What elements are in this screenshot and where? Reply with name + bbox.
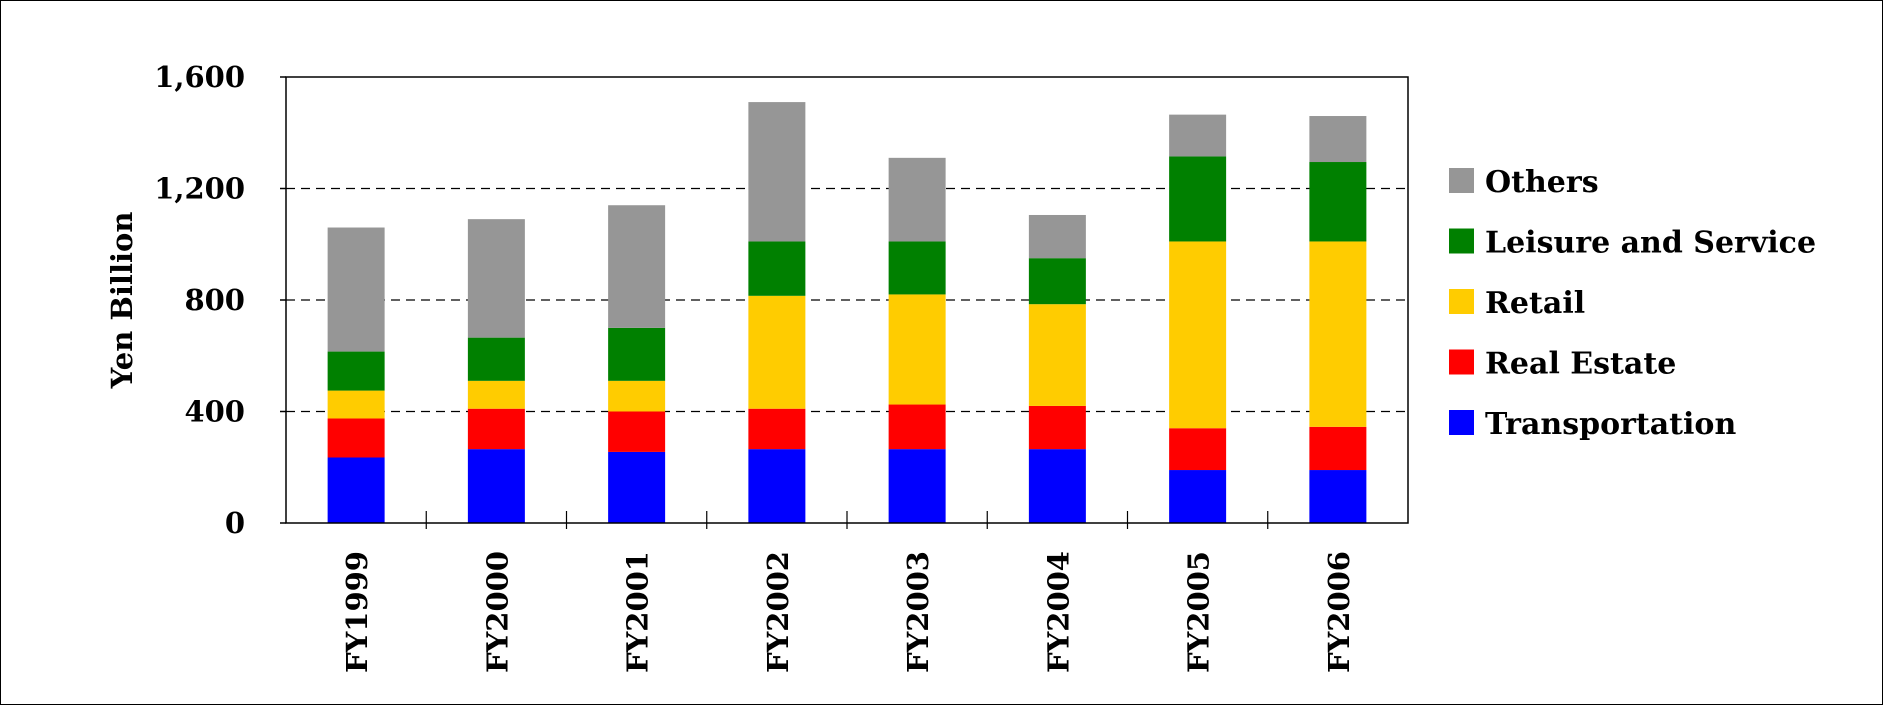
bar-segment: [1169, 156, 1227, 242]
legend-swatch: [1449, 289, 1474, 314]
y-tick-label: 800: [184, 283, 245, 317]
legend-label: Leisure and Service: [1485, 226, 1816, 261]
gridlines: [286, 187, 1408, 413]
bar-segment: [327, 418, 385, 458]
bar-segment: [608, 327, 666, 381]
legend-swatch: [1449, 349, 1474, 375]
x-tick-label: FY2003: [901, 551, 935, 673]
bar-segment: [888, 294, 946, 405]
bar-segment: [327, 457, 385, 523]
bar-segment: [608, 380, 666, 412]
bar-segment: [1028, 449, 1086, 523]
legend-swatch: [1449, 410, 1474, 435]
bars: [327, 102, 1367, 523]
bar-segment: [1028, 405, 1086, 450]
bar-segment: [1309, 470, 1367, 523]
bar-segment: [1309, 162, 1367, 242]
y-axis-title: Yen Billion: [105, 212, 139, 390]
x-tick-label: FY2002: [761, 551, 795, 673]
bar-segment: [1169, 114, 1227, 157]
bar-segment: [888, 157, 946, 242]
bar-segment: [327, 390, 385, 419]
legend-label: Retail: [1485, 286, 1585, 321]
bar-segment: [608, 205, 666, 328]
bar-segment: [1309, 116, 1367, 163]
bar-segment: [327, 227, 385, 352]
bar-segment: [467, 219, 525, 338]
x-tick-label: FY2001: [621, 551, 655, 673]
bar-segment: [888, 404, 946, 450]
bar-segment: [467, 337, 525, 381]
bar-segment: [1169, 470, 1227, 523]
legend: Others Leisure and Service Retail Real Esta…: [1449, 165, 1816, 442]
y-axis-tick-labels: 0 400 800 1,200 1,600: [154, 60, 286, 540]
bar-segment: [748, 449, 806, 523]
x-tick-label: FY2004: [1041, 551, 1075, 673]
x-tick-label: FY1999: [340, 551, 374, 673]
legend-swatch: [1449, 228, 1474, 254]
legend-label: Others: [1485, 165, 1599, 200]
x-axis-ticks: [425, 511, 1269, 529]
bar-segment: [1028, 258, 1086, 305]
bar-segment: [748, 295, 806, 409]
bar-segment: [327, 351, 385, 391]
legend-label: Real Estate: [1485, 347, 1676, 382]
bar-segment: [888, 241, 946, 295]
bar-segment: [1028, 304, 1086, 406]
y-tick-label: 1,600: [154, 60, 245, 94]
y-tick-label: 1,200: [154, 172, 245, 206]
bar-segment: [1309, 241, 1367, 427]
bar-segment: [1169, 241, 1227, 429]
bar-segment: [1028, 214, 1086, 259]
bar-segment: [748, 241, 806, 296]
legend-swatch: [1449, 168, 1474, 193]
y-tick-label: 400: [184, 395, 245, 429]
bar-segment: [748, 102, 806, 242]
y-tick-label: 0: [225, 506, 245, 540]
x-tick-label: FY2006: [1322, 551, 1356, 673]
bar-segment: [1309, 426, 1367, 471]
legend-label: Transportation: [1485, 407, 1736, 442]
bar-segment: [467, 380, 525, 409]
bar-segment: [608, 411, 666, 452]
x-tick-label: FY2000: [480, 551, 514, 673]
bar-segment: [608, 451, 666, 523]
bar-segment: [467, 449, 525, 523]
bar-segment: [748, 408, 806, 450]
x-axis-tick-labels: FY1999 FY2000 FY2001 FY2002 FY2003 FY2004 FY20…: [340, 551, 1356, 673]
x-tick-label: FY2005: [1182, 551, 1216, 673]
bar-segment: [888, 449, 946, 523]
bar-segment: [1169, 428, 1227, 471]
bar-segment: [467, 408, 525, 450]
